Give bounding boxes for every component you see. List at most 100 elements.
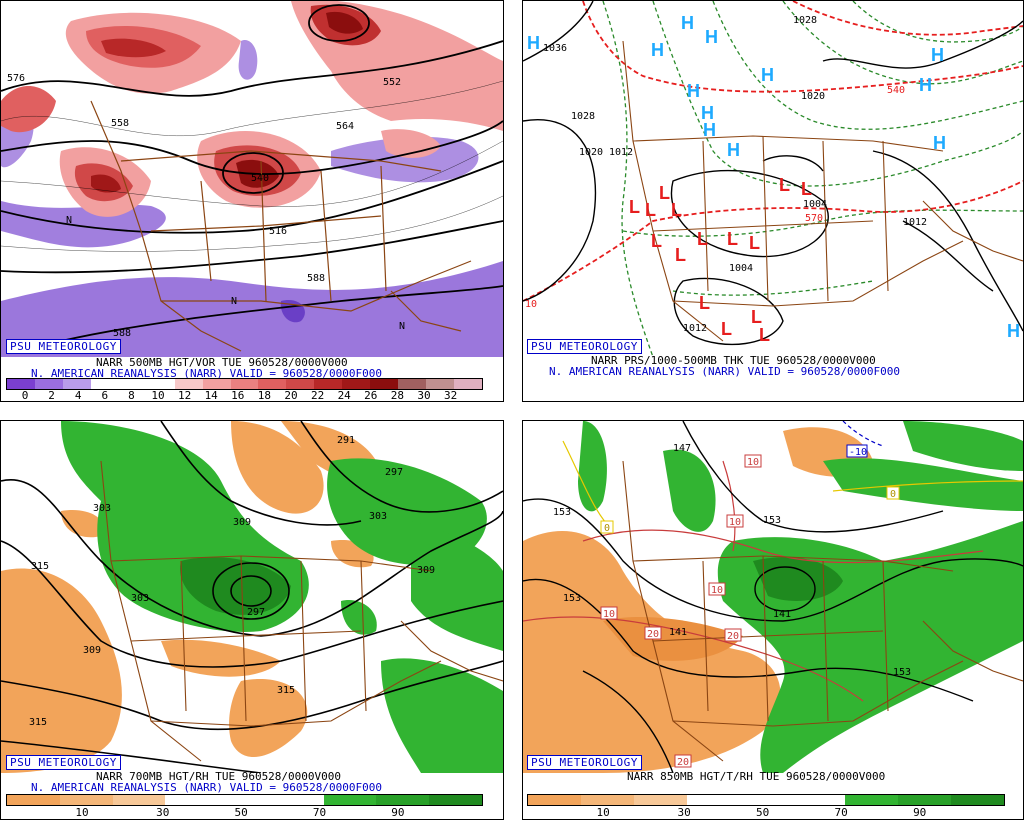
contour-label: 303	[369, 511, 387, 522]
thickness-label: 540	[887, 85, 905, 96]
contour-label: 153	[563, 593, 581, 604]
temperature-label: 10	[729, 517, 741, 528]
contour-label: 153	[553, 507, 571, 518]
contour-label: 147	[673, 443, 691, 454]
low-pressure-symbol: L	[801, 179, 812, 199]
contour-label: 303	[93, 503, 111, 514]
caption-line-1: NARR 700MB HGT/RH TUE 960528/0000V000	[96, 770, 342, 783]
humidity-map: 291 297 303 309 303 315 309 297 303 309 …	[1, 421, 503, 773]
contour-label: 291	[337, 435, 355, 446]
high-pressure-symbol: H	[701, 103, 714, 123]
caption-line-1: NARR 500MB HGT/VOR TUE 960528/0000V000	[96, 356, 348, 369]
contour-label: 558	[111, 118, 129, 129]
temperature-label: 10	[603, 609, 615, 620]
high-pressure-symbol: H	[527, 33, 540, 53]
low-pressure-symbol: L	[671, 200, 682, 220]
vorticity-map: 576 552 564 558 N 540 516 588 588 N N	[1, 1, 503, 357]
contour-label: 303	[131, 593, 149, 604]
panel-700mb-humidity: 291 297 303 309 303 315 309 297 303 309 …	[0, 420, 504, 820]
contour-label: 309	[83, 645, 101, 656]
contour-label: 1004	[803, 199, 827, 210]
temperature-label: 20	[677, 757, 689, 768]
low-pressure-symbol: L	[749, 233, 760, 253]
low-pressure-symbol: L	[651, 231, 662, 251]
panel-mslp-thickness: H H H H H H H H H H H H H L L L L L L L …	[522, 0, 1024, 402]
contour-label: 1036	[543, 43, 567, 54]
thickness-label: 570	[805, 213, 823, 224]
low-pressure-symbol: L	[751, 307, 762, 327]
caption-line-2: N. AMERICAN REANALYSIS (NARR) VALID = 96…	[31, 781, 382, 794]
contour-label: 1020	[801, 91, 825, 102]
contour-label: N	[66, 215, 72, 226]
temperature-label: 10	[747, 457, 759, 468]
contour-label: 297	[385, 467, 403, 478]
contour-label: 540	[251, 173, 269, 184]
humidity-color-scale	[527, 794, 1005, 806]
contour-label: 588	[307, 273, 325, 284]
contour-label: 1028	[793, 15, 817, 26]
caption-line-1: NARR PRS/1000-500MB THK TUE 960528/0000V…	[591, 354, 876, 367]
low-pressure-symbol: L	[697, 229, 708, 249]
contour-label: 141	[773, 609, 791, 620]
thickness-label: 10	[525, 299, 537, 310]
contour-label: 141	[669, 627, 687, 638]
high-pressure-symbol: H	[931, 45, 944, 65]
low-pressure-symbol: L	[779, 175, 790, 195]
contour-label: 315	[29, 717, 47, 728]
contour-label: 297	[247, 607, 265, 618]
low-pressure-symbol: L	[645, 200, 656, 220]
contour-label: 1012	[683, 323, 707, 334]
humidity-color-scale	[6, 794, 483, 806]
contour-label: 153	[763, 515, 781, 526]
contour-label: 1020	[579, 147, 603, 158]
caption-line-2: N. AMERICAN REANALYSIS (NARR) VALID = 96…	[31, 367, 382, 380]
vorticity-color-scale	[6, 378, 483, 390]
low-pressure-symbol: L	[759, 325, 770, 345]
caption-line-1: NARR 850MB HGT/T/RH TUE 960528/0000V000	[627, 770, 886, 783]
branding-badge: PSU METEOROLOGY	[6, 339, 121, 354]
temperature-label: 0	[604, 523, 610, 534]
low-pressure-symbol: L	[629, 197, 640, 217]
contour-label: 315	[31, 561, 49, 572]
high-pressure-symbol: H	[919, 75, 932, 95]
high-pressure-symbol: H	[703, 120, 716, 140]
contour-label: 564	[336, 121, 354, 132]
high-pressure-symbol: H	[681, 13, 694, 33]
contour-label: 315	[277, 685, 295, 696]
low-pressure-symbol: L	[727, 229, 738, 249]
high-pressure-symbol: H	[1007, 321, 1020, 341]
humidity-scale-labels: 10 30 50 70 90	[596, 806, 927, 819]
low-pressure-symbol: L	[675, 245, 686, 265]
contour-label: 516	[269, 226, 287, 237]
temperature-label: -10	[849, 447, 867, 458]
low-pressure-symbol: L	[699, 293, 710, 313]
panel-850mb-temperature: 147 153 153 153 141 141 153 -10 0 0 10 1…	[522, 420, 1024, 820]
contour-label: 552	[383, 77, 401, 88]
contour-label: 1012	[609, 147, 633, 158]
branding-badge: PSU METEOROLOGY	[527, 755, 642, 770]
contour-label: 576	[7, 73, 25, 84]
vorticity-scale-labels: 0 2 4 6 8 10 12 14 16 18 20 22 24 26 28 …	[21, 389, 458, 402]
contour-label: 309	[417, 565, 435, 576]
high-pressure-symbol: H	[761, 65, 774, 85]
high-pressure-symbol: H	[933, 133, 946, 153]
contour-label: 1012	[903, 217, 927, 228]
high-pressure-symbol: H	[705, 27, 718, 47]
pressure-map: H H H H H H H H H H H H H L L L L L L L …	[523, 1, 1023, 357]
high-pressure-symbol: H	[727, 140, 740, 160]
humidity-scale-labels: 10 30 50 70 90	[75, 806, 405, 819]
temperature-label: 10	[711, 585, 723, 596]
branding-badge: PSU METEOROLOGY	[527, 339, 642, 354]
temperature-label: 0	[890, 489, 896, 500]
contour-label: 588	[113, 328, 131, 339]
panel-500mb-vorticity: 576 552 564 558 N 540 516 588 588 N N PS…	[0, 0, 504, 402]
high-pressure-symbol: H	[687, 81, 700, 101]
contour-label: 1004	[729, 263, 753, 274]
low-pressure-symbol: L	[659, 183, 670, 203]
contour-label: 153	[893, 667, 911, 678]
contour-label: 309	[233, 517, 251, 528]
temperature-label: 20	[727, 631, 739, 642]
branding-badge: PSU METEOROLOGY	[6, 755, 121, 770]
contour-label: N	[399, 321, 405, 332]
temperature-label: 20	[647, 629, 659, 640]
